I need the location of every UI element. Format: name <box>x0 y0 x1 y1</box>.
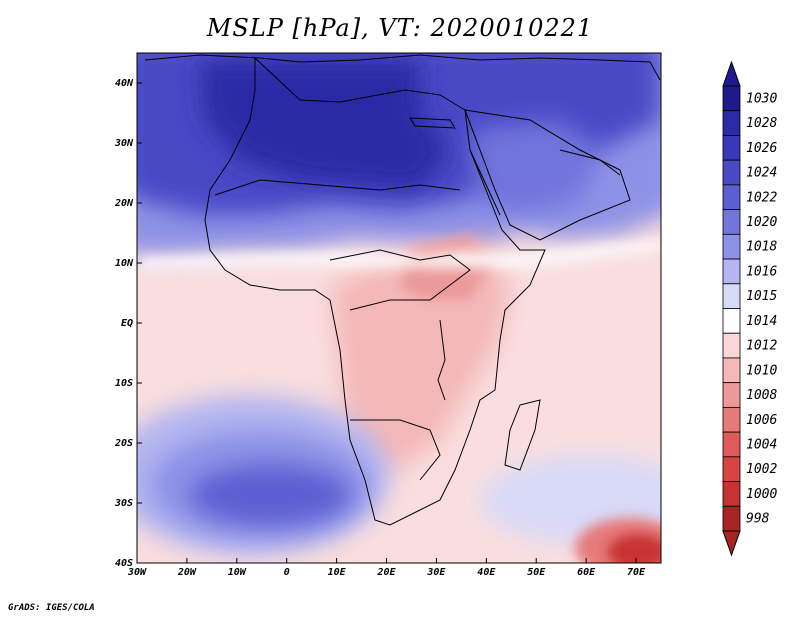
colorbar-swatch <box>722 357 741 384</box>
colorbar-label: 1020 <box>746 215 777 230</box>
colorbar-swatch <box>722 505 741 532</box>
border-sahel <box>214 179 461 196</box>
coast-europe <box>144 54 661 81</box>
colorbar-min-arrow <box>722 530 741 557</box>
colorbar-swatch <box>722 382 741 408</box>
colorbar-label: 1030 <box>746 91 777 106</box>
pressure-field <box>137 53 661 563</box>
lat-tick-label: 20S <box>114 438 133 449</box>
field-southeast-low-core <box>608 534 661 563</box>
colorbar-label: 1026 <box>746 141 777 156</box>
colorbar-label: 1015 <box>746 289 777 304</box>
colorbar-swatch <box>722 110 741 136</box>
lon-tick-label: 20E <box>376 567 396 578</box>
coast-arabia <box>464 109 631 241</box>
colorbar-swatch <box>722 159 741 186</box>
colorbar-swatch <box>722 406 741 433</box>
colorbar-label: 998 <box>746 512 770 527</box>
lat-tick-label: EQ <box>121 318 133 329</box>
colorbar-label: 1010 <box>746 363 777 378</box>
lon-tick-label: 40E <box>477 567 496 578</box>
field-arabian-mid <box>470 120 600 215</box>
colorbar-label: 1006 <box>746 413 777 428</box>
colorbar-swatch <box>722 209 741 235</box>
colorbar-label: 1000 <box>746 487 777 502</box>
coast-madagascar <box>504 399 541 471</box>
colorbar-label: 1012 <box>746 339 777 354</box>
coast-red-sea <box>469 149 501 216</box>
lon-tick-label: 60E <box>577 567 596 578</box>
coastlines <box>144 54 661 526</box>
lon-tick-label: 70E <box>627 567 646 578</box>
colorbar-swatch <box>722 456 741 482</box>
colorbar-swatch <box>722 258 741 285</box>
lon-tick-label: 30W <box>127 567 147 578</box>
lat-tick-label: 30N <box>114 138 134 149</box>
lon-tick-label: 0 <box>284 567 290 578</box>
colorbar-swatch <box>722 283 741 309</box>
border-south <box>350 419 441 481</box>
colorbar-max-arrow <box>722 60 741 87</box>
colorbar-swatch <box>722 332 741 359</box>
colorbar-swatch <box>722 308 741 334</box>
colorbar-swatch <box>722 184 741 211</box>
latitude-axis: 40N 30N 20N 10N EQ 10S 20S 30S 40S <box>114 78 142 569</box>
colorbar-label: 1022 <box>746 190 777 205</box>
lat-tick-label: 30S <box>114 498 133 509</box>
map-title: MSLP [hPa], VT: 2020010221 <box>206 14 594 42</box>
lat-tick-label: 10S <box>115 378 133 389</box>
colorbar-label: 1016 <box>746 264 777 279</box>
lon-tick-label: 50E <box>527 567 546 578</box>
coast-persian-gulf <box>559 149 621 176</box>
field-saharan-core <box>200 60 450 190</box>
colorbar-label: 1002 <box>746 462 777 477</box>
colorbar-swatch <box>722 233 741 260</box>
credit-label: GrADS: IGES/COLA <box>8 603 95 613</box>
longitude-axis: 30W 20W 10W 0 10E 20E 30E 40E 50E 60E 70E <box>127 558 646 578</box>
border-lakes <box>437 319 446 401</box>
colorbar-label: 1014 <box>746 314 777 329</box>
lon-tick-label: 30E <box>426 567 446 578</box>
colorbar-swatch <box>722 85 741 112</box>
colorbar-label: 1008 <box>746 388 777 403</box>
colorbar-swatch <box>722 135 741 161</box>
lon-tick-label: 10E <box>328 567 347 578</box>
lat-tick-label: 40S <box>115 558 133 569</box>
plot-frame <box>136 52 662 564</box>
lon-tick-label: 10W <box>228 567 247 578</box>
lat-tick-label: 40N <box>115 78 134 89</box>
lat-tick-label: 10N <box>115 258 134 269</box>
field-south-atlantic-core <box>190 465 350 525</box>
border-central <box>329 249 471 311</box>
colorbar-label: 1018 <box>746 240 777 255</box>
colorbar: 1030 1028 1026 1024 1022 1020 1018 1016 1015 1014… <box>722 60 777 557</box>
colorbar-swatch <box>722 431 741 458</box>
colorbar-label: 1028 <box>746 116 777 131</box>
colorbar-label: 1024 <box>746 166 777 181</box>
colorbar-label: 1004 <box>746 437 777 452</box>
coast-mediterranean-crete <box>409 117 456 129</box>
lon-tick-label: 20W <box>177 567 197 578</box>
colorbar-swatch <box>722 481 741 507</box>
lat-tick-label: 20N <box>114 198 134 209</box>
